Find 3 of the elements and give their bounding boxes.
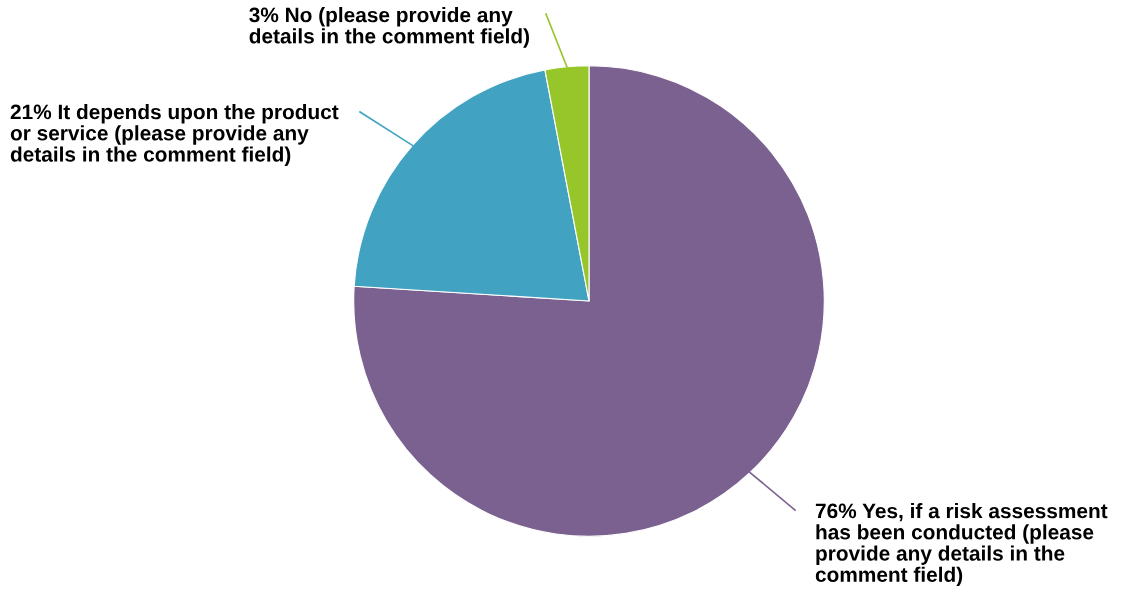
slice-label: 76% Yes, if a risk assessment has been conducted (please provide any details in the comment field) — [815, 503, 1108, 587]
slice-label: 3% No (please provide any details in the comment field) — [249, 7, 529, 48]
slice-label: 21% It depends upon the product or service (please provide any details in the comment field) — [10, 104, 339, 166]
